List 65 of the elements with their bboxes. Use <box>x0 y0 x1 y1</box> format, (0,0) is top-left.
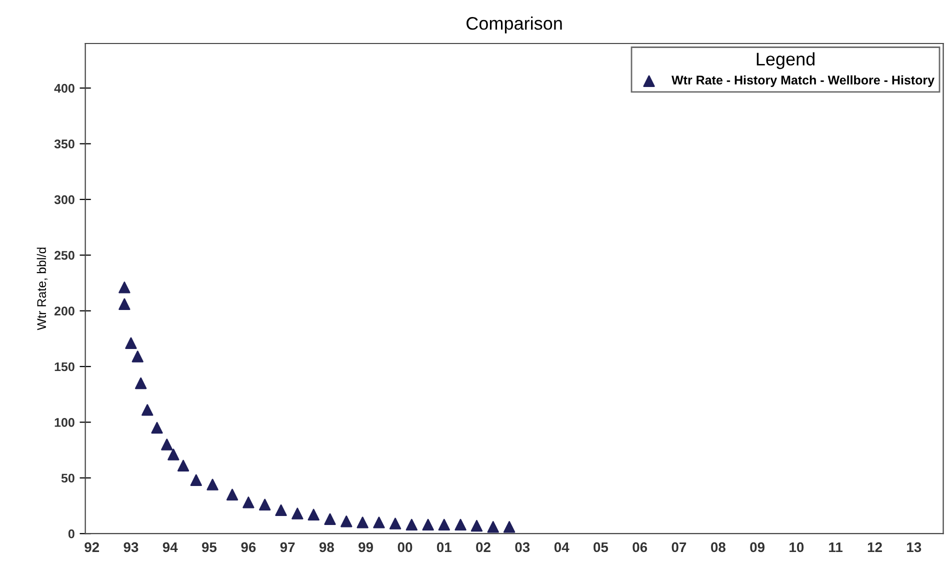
point <box>134 377 147 390</box>
y-tick-label: 100 <box>54 418 74 427</box>
y-tick-label: 400 <box>54 84 74 93</box>
point <box>454 518 466 531</box>
x-tick-label: 04 <box>554 542 570 552</box>
legend-title: Legend <box>756 52 814 70</box>
point <box>406 518 418 531</box>
x-tick-label: 12 <box>868 542 882 552</box>
y-axis-title: Wtr Rate, bbl/d <box>36 248 48 330</box>
point <box>308 508 320 521</box>
point <box>161 438 173 450</box>
y-tick-label: 350 <box>54 140 74 148</box>
x-tick-label: 00 <box>398 542 412 552</box>
point <box>275 504 287 516</box>
point <box>118 298 130 310</box>
x-tick-label: 11 <box>829 542 843 552</box>
y-tick-label: 250 <box>54 250 74 260</box>
point <box>226 488 238 500</box>
point <box>503 521 516 533</box>
x-tick-label: 92 <box>84 542 100 552</box>
y-tick-label: 200 <box>54 306 74 316</box>
point <box>125 337 137 349</box>
x-tick-label: 96 <box>241 542 256 552</box>
point <box>132 350 144 362</box>
point <box>177 460 190 472</box>
point <box>206 478 218 490</box>
point <box>242 496 254 508</box>
chart-title: Comparison <box>466 16 562 34</box>
point <box>258 498 271 510</box>
x-tick-label: 99 <box>358 542 374 552</box>
x-tick-label: 97 <box>280 542 295 552</box>
point <box>118 282 130 294</box>
point <box>168 448 180 460</box>
x-tick-label: 07 <box>672 542 686 552</box>
x-tick-label: 95 <box>202 542 217 552</box>
point <box>422 518 434 531</box>
point <box>151 422 163 434</box>
point <box>470 520 483 532</box>
y-tick-label: 150 <box>54 362 74 372</box>
x-tick-label: 05 <box>594 542 608 552</box>
y-tick-label: 50 <box>61 474 74 483</box>
point <box>324 513 336 525</box>
x-tick-label: 03 <box>515 542 530 552</box>
point <box>389 518 402 530</box>
y-tick-label: 300 <box>54 195 74 204</box>
point <box>190 474 202 486</box>
x-tick-label: 09 <box>750 542 765 552</box>
point <box>356 516 368 528</box>
point <box>340 516 352 528</box>
x-tick-label: 13 <box>907 542 922 552</box>
x-tick-label: 02 <box>476 542 490 552</box>
x-tick-label: 10 <box>790 542 804 552</box>
y-tick-label: 0 <box>68 529 74 538</box>
x-tick-label: 93 <box>124 542 138 552</box>
point <box>487 521 499 533</box>
x-tick-label: 94 <box>162 542 178 552</box>
point <box>438 518 450 531</box>
legend-label: Wtr Rate - History Match - Wellbore - History <box>672 75 934 87</box>
x-tick-label: 08 <box>711 542 726 552</box>
x-tick-label: 06 <box>632 542 648 552</box>
point <box>292 508 304 520</box>
point <box>373 516 385 528</box>
point <box>142 404 154 416</box>
x-tick-label: 01 <box>436 542 452 552</box>
x-tick-label: 98 <box>319 542 334 552</box>
